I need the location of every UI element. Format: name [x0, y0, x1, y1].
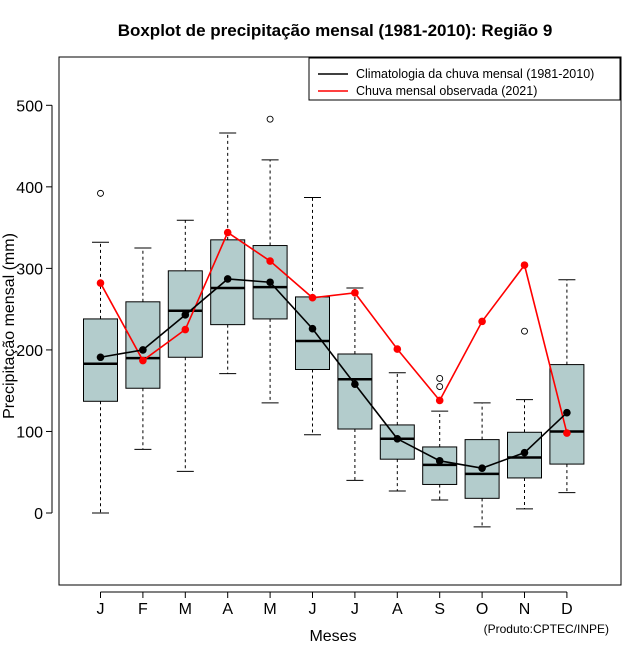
legend-label-observed: Chuva mensal observada (2021)	[356, 84, 537, 98]
box-J	[337, 287, 373, 481]
point-climatology-A	[393, 434, 402, 443]
box-iqr	[167, 270, 203, 358]
y-tick-label: 500	[16, 98, 43, 115]
lines-layer	[96, 228, 571, 472]
point-observed-F	[139, 356, 147, 365]
box-A	[210, 132, 246, 375]
x-tick-label: J	[97, 601, 105, 618]
point-observed-A	[393, 345, 402, 353]
series-line-observed	[99, 231, 568, 434]
x-tick-label: A	[392, 601, 403, 618]
legend-box	[308, 57, 621, 101]
box-S	[422, 375, 458, 501]
y-tick-label: 400	[16, 180, 43, 197]
x-tick-label: S	[434, 601, 445, 618]
box-iqr	[125, 301, 161, 389]
outlier-point	[436, 375, 444, 382]
y-tick-label: 200	[16, 343, 43, 360]
y-tick-label: 300	[16, 261, 43, 278]
box-iqr	[295, 296, 330, 370]
legend: Climatologia da chuva mensal (1981-2010)…	[308, 57, 621, 101]
outlier-point	[521, 327, 528, 335]
point-observed-M	[266, 257, 274, 265]
point-observed-J	[96, 279, 105, 287]
box-F	[125, 247, 161, 450]
box-J	[295, 196, 330, 436]
point-observed-N	[520, 261, 529, 269]
point-climatology-N	[520, 448, 529, 457]
point-climatology-F	[139, 346, 147, 354]
point-climatology-M	[266, 278, 274, 287]
point-climatology-O	[478, 464, 486, 472]
plot-frame	[58, 56, 622, 586]
boxes-layer	[83, 115, 585, 528]
x-tick-label: J	[309, 601, 317, 618]
legend-label-climatology: Climatologia da chuva mensal (1981-2010)	[356, 67, 594, 81]
outlier-point	[436, 383, 444, 391]
chart-title: Boxplot de precipitação mensal (1981-201…	[118, 21, 553, 40]
x-tick-label: F	[138, 601, 148, 618]
box-A	[379, 372, 415, 492]
point-climatology-M	[181, 311, 190, 319]
y-axis: 0 100 200 300 400 500	[16, 98, 53, 523]
point-climatology-J	[96, 353, 105, 362]
box-M	[167, 219, 203, 472]
point-climatology-S	[435, 457, 444, 465]
point-observed-M	[181, 325, 190, 334]
point-observed-J	[308, 293, 317, 302]
x-tick-label: M	[179, 601, 192, 618]
x-tick-label: N	[519, 601, 531, 618]
outlier-point	[97, 189, 104, 197]
box-J	[83, 189, 118, 514]
point-climatology-A	[223, 275, 232, 283]
product-credit: (Produto:CPTEC/INPE)	[484, 622, 609, 636]
point-observed-O	[478, 317, 486, 326]
box-iqr	[337, 353, 373, 430]
y-tick-label: 100	[16, 424, 43, 441]
series-line-climatology	[100, 278, 568, 469]
x-tick-label: D	[561, 601, 573, 618]
point-observed-A	[223, 228, 232, 237]
x-tick-label: O	[476, 601, 488, 618]
point-observed-D	[563, 429, 571, 437]
x-tick-label: A	[222, 601, 233, 618]
point-climatology-J	[308, 324, 317, 333]
x-tick-label: J	[351, 601, 359, 618]
y-tick-label: 0	[34, 506, 43, 523]
y-axis-title: Precipitação mensal (mm)	[1, 233, 18, 419]
box-N	[507, 327, 542, 510]
x-axis-title: Meses	[309, 628, 356, 645]
outlier-point	[266, 115, 274, 123]
point-climatology-J	[351, 380, 359, 388]
point-observed-S	[435, 396, 444, 405]
x-tick-label: M	[263, 601, 276, 618]
point-observed-J	[351, 289, 359, 297]
point-climatology-D	[563, 408, 571, 417]
